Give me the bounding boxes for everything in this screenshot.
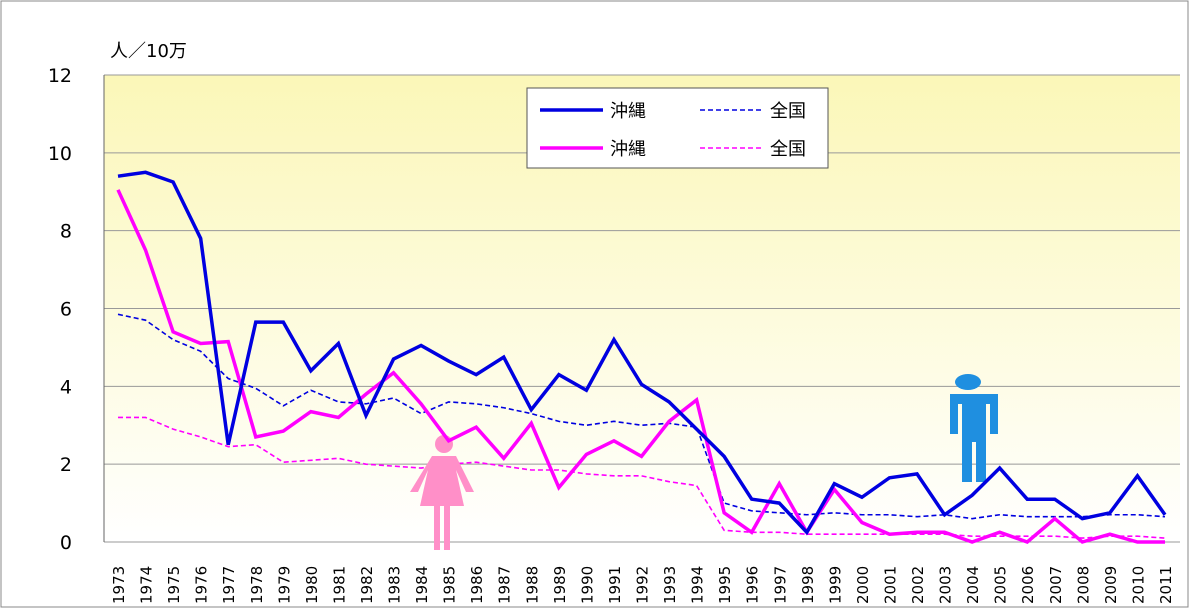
y-tick-label: 2 bbox=[60, 454, 72, 476]
x-tick-label: 1999 bbox=[826, 566, 844, 604]
x-tick-label: 2008 bbox=[1074, 566, 1092, 604]
x-tick-label: 1998 bbox=[799, 566, 817, 604]
x-tick-label: 2010 bbox=[1129, 566, 1147, 604]
x-tick-label: 1974 bbox=[138, 566, 156, 604]
x-tick-label: 1986 bbox=[468, 566, 486, 604]
icons bbox=[410, 374, 998, 550]
x-tick-label: 1982 bbox=[358, 566, 376, 604]
y-tick-label: 10 bbox=[48, 143, 72, 165]
x-tick-label: 1978 bbox=[248, 566, 266, 604]
x-tick-label: 1980 bbox=[303, 566, 321, 604]
legend-label: 沖縄 bbox=[610, 139, 646, 160]
legend-label: 沖縄 bbox=[610, 101, 646, 122]
x-tick-label: 2003 bbox=[937, 566, 955, 604]
x-tick-label: 1977 bbox=[220, 566, 238, 604]
x-tick-label: 1985 bbox=[441, 566, 459, 604]
x-tick-label: 1976 bbox=[193, 566, 211, 604]
series-line bbox=[117, 313, 1166, 520]
x-tick-label: 2001 bbox=[881, 566, 899, 604]
x-tick-label: 2002 bbox=[909, 566, 927, 604]
x-tick-label: 2007 bbox=[1047, 566, 1065, 604]
legend-box bbox=[526, 87, 829, 169]
legend-label: 全国 bbox=[770, 139, 806, 160]
x-tick-label: 2000 bbox=[854, 566, 872, 604]
x-tick-label: 1993 bbox=[661, 566, 679, 604]
y-tick-label: 0 bbox=[60, 532, 72, 554]
x-tick-label: 2006 bbox=[1019, 566, 1037, 604]
y-axis-label: 人／10万 bbox=[110, 41, 187, 62]
x-tick-label: 2004 bbox=[964, 566, 982, 604]
x-tick-label: 1995 bbox=[716, 566, 734, 604]
x-tick-label: 1997 bbox=[771, 566, 789, 604]
x-tick-label: 1994 bbox=[689, 566, 707, 604]
x-tick-label: 1987 bbox=[496, 566, 514, 604]
x-tick-label: 1979 bbox=[275, 566, 293, 604]
series-line bbox=[118, 416, 1166, 539]
y-tick-label: 8 bbox=[60, 221, 72, 243]
x-tick-label: 1975 bbox=[165, 566, 183, 604]
x-tick-label: 1989 bbox=[551, 566, 569, 604]
y-tick-label: 12 bbox=[48, 65, 72, 87]
male-icon bbox=[938, 374, 998, 482]
y-tick-label: 4 bbox=[60, 376, 72, 398]
x-tick-label: 1981 bbox=[330, 566, 348, 604]
x-tick-label: 2009 bbox=[1102, 566, 1120, 604]
y-tick-label: 6 bbox=[60, 299, 72, 321]
x-tick-label: 1991 bbox=[606, 566, 624, 604]
x-tick-label: 1984 bbox=[413, 566, 431, 604]
x-tick-label: 1983 bbox=[386, 566, 404, 604]
x-tick-label: 1990 bbox=[578, 566, 596, 604]
x-tick-label: 1988 bbox=[523, 566, 541, 604]
series-line bbox=[116, 189, 1165, 544]
x-tick-label: 1973 bbox=[110, 566, 128, 604]
x-tick-label: 1992 bbox=[634, 566, 652, 604]
legend-label: 全国 bbox=[770, 101, 806, 122]
series-line bbox=[117, 170, 1167, 536]
x-tick-label: 2005 bbox=[992, 566, 1010, 604]
x-tick-label: 1996 bbox=[744, 566, 762, 604]
x-tick-label: 2011 bbox=[1157, 566, 1175, 604]
